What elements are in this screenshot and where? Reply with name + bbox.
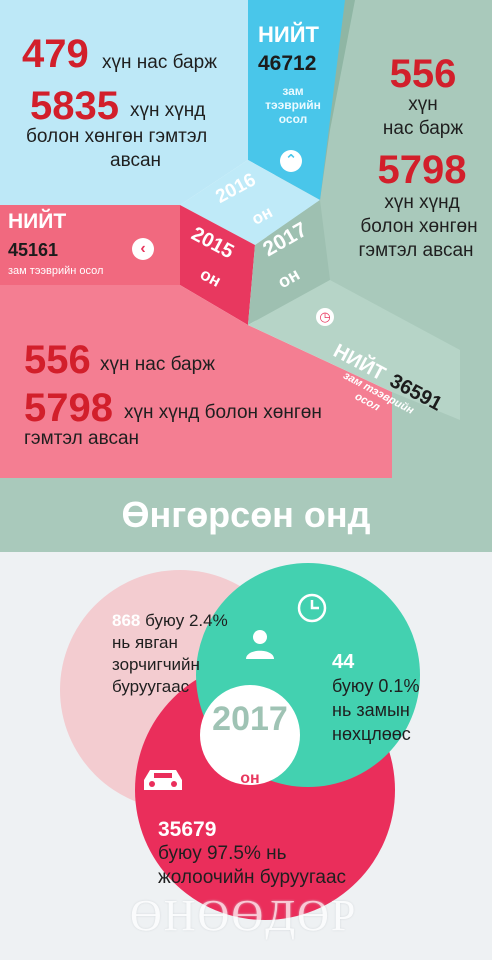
- pedestrian-number: 868: [112, 611, 141, 630]
- injured-2015-text1: хүн хүнд болон хөнгөн: [124, 402, 322, 423]
- cube-2015-face: [180, 205, 255, 325]
- driver-line2: жолоочийн буруугаас: [158, 867, 347, 888]
- injured-2016-number: 5835: [30, 84, 119, 128]
- total-2015-subtitle: зам тээврийн осол: [8, 265, 104, 277]
- road-number: 44: [332, 651, 355, 673]
- pedestrian-line1: буюу 2.4%: [145, 611, 228, 630]
- killed-2015-number: 556: [24, 338, 91, 382]
- total-2015-value: 45161: [8, 240, 59, 260]
- injured-2015-number: 5798: [24, 386, 113, 430]
- road-line3: нөхцлөөс: [332, 724, 411, 744]
- cube-2016-face: [180, 160, 320, 245]
- total-2016-label: НИЙТ: [258, 22, 319, 47]
- killed-2016-number: 479: [22, 32, 89, 76]
- total-2015-label: НИЙТ: [8, 210, 67, 233]
- venn-center-unit: он: [240, 770, 260, 787]
- panel-2016-bg: [0, 0, 248, 205]
- panel-2016-column: [248, 0, 345, 200]
- cube-2017-face: [248, 200, 330, 325]
- injured-2017-number: 5798: [377, 148, 467, 192]
- venn-center-year: 2017: [212, 700, 288, 738]
- injured-2015-text2: гэмтэл авсан: [24, 428, 140, 449]
- killed-2017-number: 556: [389, 52, 457, 96]
- injured-2017-text1: хүн хүнд: [384, 192, 460, 213]
- panel-2015-bg: [0, 285, 392, 478]
- road-line2: нь замын: [332, 700, 410, 720]
- injured-2016-text3: авсан: [110, 150, 162, 171]
- chevron-up-icon: ⌃: [280, 150, 302, 172]
- injured-2017-text3: гэмтэл авсан: [358, 240, 474, 261]
- clock-icon: [296, 592, 328, 624]
- pedestrian-line4: буруугаас: [112, 677, 190, 696]
- panel-2015-ribbon: [0, 205, 180, 285]
- venn-center-circle: [200, 685, 300, 785]
- person-icon: [243, 626, 277, 660]
- injured-2017-text2: болон хөнгөн: [360, 216, 478, 237]
- driver-block: 35679 буюу 97.5% нь жолоочийн буруугаас: [158, 818, 346, 890]
- total-2016-subtitle: зам тээврийн осол: [265, 84, 321, 126]
- injured-2016-text2: болон хөнгөн гэмтэл: [26, 126, 208, 147]
- killed-2016-text: хүн нас барж: [102, 52, 217, 73]
- driver-line1: буюу 97.5% нь: [158, 843, 287, 864]
- pedestrian-line2: нь явган: [112, 633, 178, 652]
- killed-2017-text1: хүн: [408, 94, 438, 115]
- pedestrian-line3: зорчигчийн: [112, 655, 200, 674]
- panel-2017-total-band: [248, 280, 460, 420]
- killed-2017-text2: нас барж: [382, 118, 464, 139]
- car-icon: [140, 766, 186, 794]
- panel-2017-bg: [0, 0, 492, 552]
- publisher-logo: ӨНӨӨДӨР: [130, 891, 358, 940]
- pedestrian-block: 868 буюу 2.4% нь явган зорчигчийн бурууг…: [112, 610, 228, 698]
- injured-2016-text1: хүн хүнд: [130, 100, 206, 121]
- clock-small-icon: ◷: [316, 308, 334, 326]
- total-2016-value: 46712: [258, 52, 317, 75]
- road-line1: буюу 0.1%: [332, 676, 420, 696]
- killed-2015-text: хүн нас барж: [100, 354, 215, 375]
- banner-title: Өнгөрсөн онд: [121, 494, 371, 535]
- chevron-left-icon: ‹: [132, 238, 154, 260]
- driver-number: 35679: [158, 818, 217, 841]
- road-block: 44 буюу 0.1% нь замын нөхцлөөс: [332, 650, 419, 746]
